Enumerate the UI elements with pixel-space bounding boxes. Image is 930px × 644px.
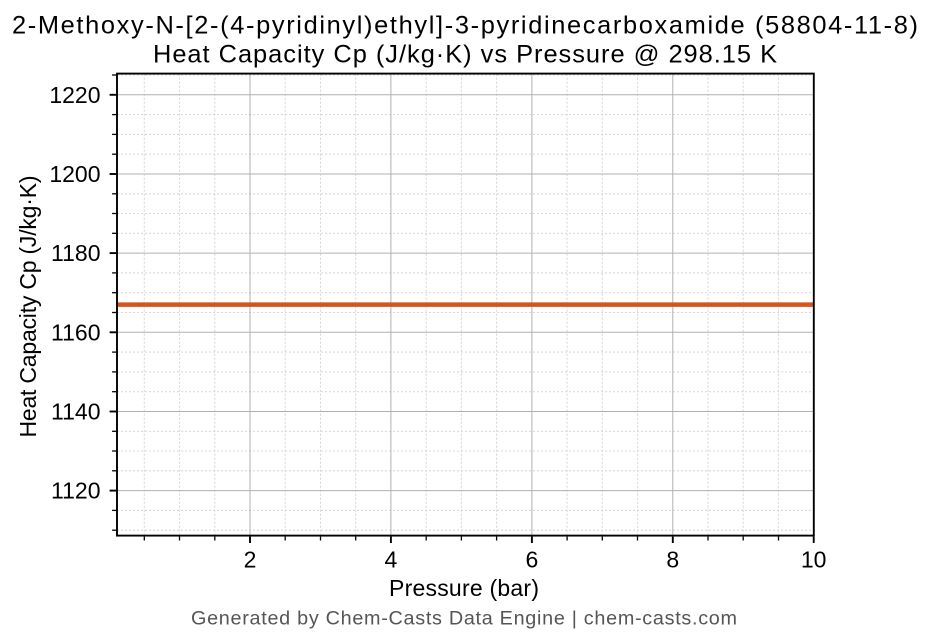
svg-text:10: 10 bbox=[801, 547, 827, 573]
svg-text:Heat Capacity Cp (J/kg·K): Heat Capacity Cp (J/kg·K) bbox=[15, 175, 41, 437]
svg-text:6: 6 bbox=[526, 547, 539, 573]
svg-text:1120: 1120 bbox=[51, 478, 100, 504]
svg-text:1140: 1140 bbox=[51, 399, 100, 425]
svg-text:1220: 1220 bbox=[49, 82, 100, 108]
svg-text:8: 8 bbox=[666, 547, 679, 573]
svg-text:Pressure (bar): Pressure (bar) bbox=[389, 575, 539, 601]
svg-text:1160: 1160 bbox=[51, 319, 100, 345]
svg-text:2-Methoxy-N-[2-(4-pyridinyl)et: 2-Methoxy-N-[2-(4-pyridinyl)ethyl]-3-pyr… bbox=[12, 12, 918, 40]
svg-text:4: 4 bbox=[385, 547, 398, 573]
svg-text:Heat Capacity Cp (J/kg·K) vs P: Heat Capacity Cp (J/kg·K) vs Pressure @ … bbox=[153, 40, 777, 68]
svg-text:1180: 1180 bbox=[51, 240, 100, 266]
svg-text:2: 2 bbox=[244, 547, 257, 573]
svg-text:Generated by Chem-Casts Data E: Generated by Chem-Casts Data Engine | ch… bbox=[191, 608, 737, 630]
svg-text:1200: 1200 bbox=[49, 161, 100, 187]
